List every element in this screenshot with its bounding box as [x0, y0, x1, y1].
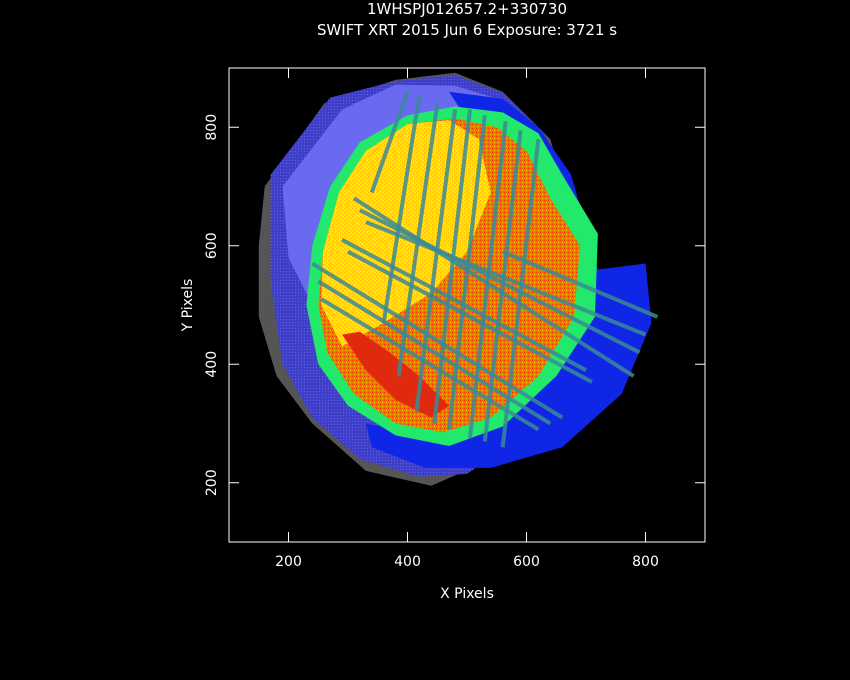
bad-column-stripe	[369, 91, 410, 194]
x-tick-label: 800	[632, 554, 659, 570]
y-axis: 200 400 600 800	[204, 114, 705, 496]
y-tick-label: 200	[204, 469, 220, 496]
bad-column-stripe	[467, 121, 508, 439]
chart-subtitle: SWIFT XRT 2015 Jun 6 Exposure: 3721 s	[317, 21, 617, 39]
exposure-map-image	[258, 72, 659, 486]
bad-column-stripe	[365, 220, 647, 337]
bad-column-stripe	[311, 261, 564, 420]
bad-column-stripe	[501, 249, 659, 319]
chart-title: 1WHSPJ012657.2+330730	[367, 0, 567, 18]
plot-frame	[228, 67, 706, 543]
y-tick-label: 800	[204, 114, 220, 141]
bad-column-stripe	[352, 196, 635, 378]
x-tick-label: 600	[513, 554, 540, 570]
bad-column-stripe	[482, 129, 523, 442]
region-red-lower-left	[342, 331, 450, 418]
y-axis-label: Y Pixels	[180, 279, 196, 333]
bad-column-stripe	[317, 279, 552, 426]
bad-column-stripe	[347, 249, 593, 384]
y-tick-label: 400	[204, 351, 220, 378]
x-axis: 200 400 600 800	[275, 68, 659, 570]
y-tick-label: 600	[204, 232, 220, 259]
bad-column-stripe	[358, 208, 641, 355]
x-tick-label: 200	[275, 554, 302, 570]
x-axis-label: X Pixels	[440, 586, 494, 602]
bad-column-stripe	[320, 297, 540, 432]
bad-column-stripe	[381, 94, 422, 324]
x-tick-label: 400	[394, 554, 421, 570]
bad-column-stripe	[341, 238, 587, 372]
